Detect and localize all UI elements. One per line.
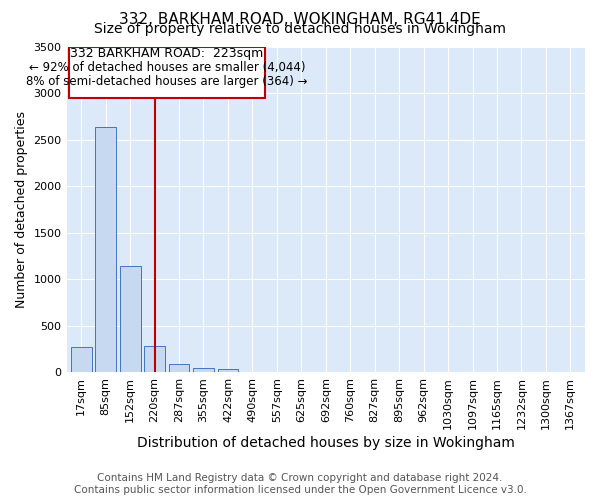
Bar bbox=[144, 346, 165, 372]
Text: 8% of semi-detached houses are larger (364) →: 8% of semi-detached houses are larger (3… bbox=[26, 76, 308, 88]
Text: 332 BARKHAM ROAD:  223sqm: 332 BARKHAM ROAD: 223sqm bbox=[70, 46, 263, 60]
Bar bbox=[169, 364, 190, 372]
Text: ← 92% of detached houses are smaller (4,044): ← 92% of detached houses are smaller (4,… bbox=[29, 61, 305, 74]
Text: 332, BARKHAM ROAD, WOKINGHAM, RG41 4DE: 332, BARKHAM ROAD, WOKINGHAM, RG41 4DE bbox=[119, 12, 481, 26]
Bar bbox=[71, 347, 92, 372]
Text: Contains HM Land Registry data © Crown copyright and database right 2024.
Contai: Contains HM Land Registry data © Crown c… bbox=[74, 474, 526, 495]
FancyBboxPatch shape bbox=[69, 48, 265, 98]
Y-axis label: Number of detached properties: Number of detached properties bbox=[15, 111, 28, 308]
Bar bbox=[193, 368, 214, 372]
Bar bbox=[120, 266, 140, 372]
Text: Size of property relative to detached houses in Wokingham: Size of property relative to detached ho… bbox=[94, 22, 506, 36]
Bar bbox=[218, 370, 238, 372]
Bar bbox=[95, 128, 116, 372]
X-axis label: Distribution of detached houses by size in Wokingham: Distribution of detached houses by size … bbox=[137, 436, 515, 450]
